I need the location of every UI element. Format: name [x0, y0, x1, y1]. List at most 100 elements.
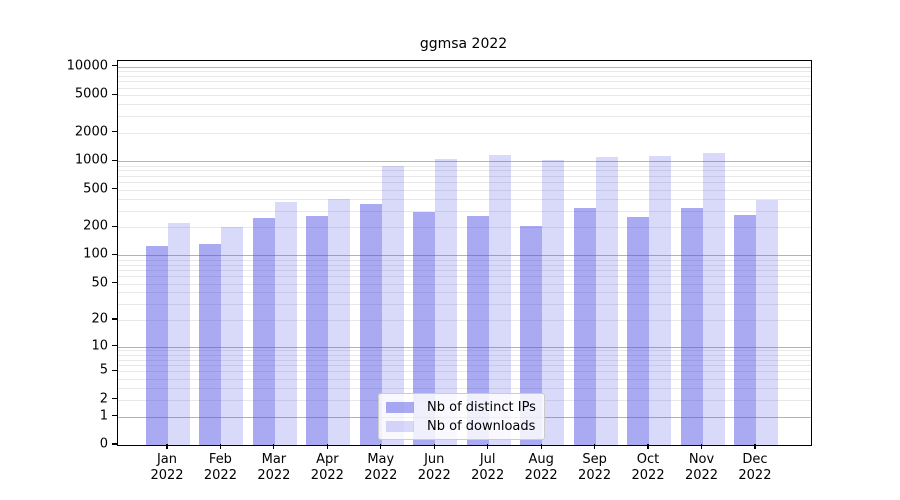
gridline-minor — [118, 359, 811, 361]
y-tick-mark — [112, 65, 117, 67]
x-tick-month: Dec — [742, 452, 768, 467]
x-tick-month: Jan — [156, 452, 178, 467]
x-tick-month: Apr — [316, 452, 339, 467]
y-tick-label: 5 — [99, 362, 108, 378]
gridline-minor — [118, 276, 811, 278]
x-tick-label: Sep 2022 — [563, 452, 627, 484]
legend-item: Nb of downloads — [386, 418, 536, 434]
x-tick-month: Oct — [636, 452, 660, 467]
gridline-minor — [118, 210, 811, 212]
x-tick-year: 2022 — [203, 468, 237, 483]
bar-downloads — [702, 152, 725, 445]
bar-downloads — [168, 222, 190, 445]
y-tick-label: 0 — [99, 436, 108, 452]
gridline-major — [118, 66, 811, 68]
x-tick-month: Jul — [479, 452, 496, 467]
x-tick-year: 2022 — [257, 468, 291, 483]
x-tick-year: 2022 — [364, 468, 398, 483]
x-tick-label: Aug 2022 — [509, 452, 573, 484]
x-tick-month: Jun — [424, 452, 445, 467]
gridline-minor — [118, 371, 811, 373]
x-tick-mark — [647, 444, 649, 449]
gridline-minor — [118, 283, 811, 285]
x-tick-mark — [326, 444, 328, 449]
y-tick-mark — [112, 318, 117, 320]
x-tick-label: Oct 2022 — [616, 452, 680, 484]
bar-downloads — [542, 159, 565, 445]
legend-label: Nb of downloads — [427, 418, 536, 434]
bar-downloads — [755, 200, 778, 445]
bar-distinct-ips — [466, 216, 489, 445]
y-tick-label: 2 — [99, 391, 108, 407]
bar-distinct-ips — [199, 243, 222, 445]
bar-distinct-ips — [520, 226, 543, 445]
x-tick-label: Apr 2022 — [295, 452, 359, 484]
x-tick-month: Nov — [688, 452, 715, 467]
y-tick-label: 10 — [91, 338, 108, 354]
bar-distinct-ips — [252, 218, 275, 445]
x-tick-label: Mar 2022 — [242, 452, 306, 484]
gridline-minor — [118, 264, 811, 266]
bar-distinct-ips — [573, 207, 596, 445]
bar-distinct-ips — [733, 215, 756, 445]
y-tick-label: 1000 — [74, 152, 108, 168]
y-tick-mark — [112, 443, 117, 445]
y-tick-mark — [112, 344, 117, 347]
bar-downloads — [435, 158, 458, 445]
plot-area — [117, 60, 812, 446]
gridline-minor — [118, 116, 811, 118]
x-tick-month: Feb — [208, 452, 232, 467]
x-tick-mark — [700, 444, 703, 449]
gridline-minor — [118, 175, 811, 177]
x-tick-mark — [487, 444, 489, 449]
y-tick-mark — [112, 398, 117, 400]
gridline-minor — [118, 75, 811, 77]
y-tick-mark — [112, 281, 117, 284]
x-tick-year: 2022 — [684, 468, 719, 483]
gridline-minor — [118, 170, 811, 172]
legend-item: Nb of distinct IPs — [386, 399, 536, 415]
bar-downloads — [649, 155, 672, 445]
x-tick-month: Sep — [582, 452, 607, 467]
bar-downloads — [488, 155, 511, 445]
gridline-minor — [118, 259, 811, 261]
y-tick-mark — [112, 131, 117, 133]
gridline-minor — [118, 350, 811, 352]
y-tick-mark — [112, 369, 117, 371]
x-tick-label: Dec 2022 — [723, 452, 787, 484]
bar-downloads — [221, 227, 244, 445]
bar-downloads — [381, 165, 404, 445]
legend-label: Nb of distinct IPs — [427, 399, 536, 415]
x-tick-mark — [594, 444, 596, 449]
y-tick-label: 5000 — [74, 86, 108, 102]
y-tick-label: 50 — [91, 275, 108, 291]
y-tick-mark — [112, 159, 117, 161]
x-tick-label: May 2022 — [349, 452, 413, 484]
legend-swatch — [386, 420, 414, 432]
bar-distinct-ips — [146, 246, 168, 445]
bar-distinct-ips — [413, 212, 436, 445]
gridline-minor — [118, 303, 811, 305]
legend: Nb of distinct IPs Nb of downloads — [378, 393, 545, 440]
x-tick-month: Mar — [261, 452, 287, 467]
y-tick-mark — [112, 188, 117, 190]
x-tick-month: May — [367, 452, 395, 467]
x-tick-mark — [166, 444, 168, 449]
gridline-minor — [118, 182, 811, 184]
bar-distinct-ips — [306, 215, 329, 445]
x-tick-year: 2022 — [631, 468, 665, 483]
x-tick-mark — [433, 444, 435, 449]
gridline-major — [118, 346, 811, 348]
y-tick-label: 2000 — [74, 124, 108, 140]
gridline-minor — [118, 71, 811, 73]
gridline-minor — [118, 104, 811, 106]
gridline-minor — [118, 365, 811, 367]
gridline-minor — [118, 132, 811, 134]
gridline-minor — [118, 269, 811, 271]
y-tick-label: 100 — [83, 246, 108, 262]
gridline-minor — [118, 388, 811, 390]
y-tick-label: 500 — [83, 181, 108, 197]
gridline-minor — [118, 292, 811, 294]
x-tick-label: Feb 2022 — [188, 452, 252, 484]
gridline-minor — [118, 95, 811, 97]
